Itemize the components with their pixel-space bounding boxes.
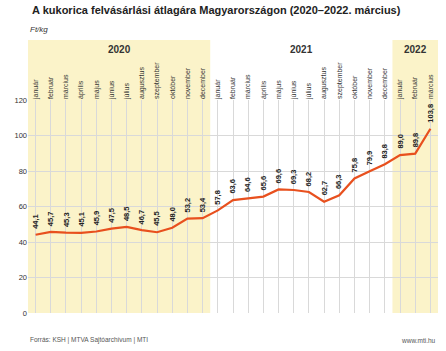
svg-text:január: január xyxy=(32,79,40,100)
svg-text:46,7: 46,7 xyxy=(137,210,146,225)
svg-text:február: február xyxy=(411,76,418,99)
svg-text:május: május xyxy=(275,80,283,99)
svg-text:83,8: 83,8 xyxy=(380,144,389,159)
svg-text:80: 80 xyxy=(19,167,27,176)
svg-text:június: június xyxy=(290,80,298,100)
svg-text:január: január xyxy=(396,79,404,100)
svg-text:62,7: 62,7 xyxy=(320,181,329,196)
svg-text:45,1: 45,1 xyxy=(77,212,86,227)
svg-text:57,8: 57,8 xyxy=(213,190,222,205)
svg-text:2022: 2022 xyxy=(404,44,427,55)
svg-text:2021: 2021 xyxy=(290,44,313,55)
svg-text:45,7: 45,7 xyxy=(46,212,55,227)
svg-text:66,3: 66,3 xyxy=(334,175,343,190)
svg-text:0: 0 xyxy=(23,309,27,318)
svg-text:november: november xyxy=(184,67,191,99)
svg-text:április: április xyxy=(260,80,268,99)
svg-text:szeptember: szeptember xyxy=(153,62,161,99)
svg-text:44,1: 44,1 xyxy=(31,214,40,229)
svg-text:89,0: 89,0 xyxy=(396,134,405,149)
svg-text:május: május xyxy=(93,80,101,99)
svg-text:Ft/kg: Ft/kg xyxy=(30,25,48,34)
svg-text:53,2: 53,2 xyxy=(183,198,192,213)
svg-text:április: április xyxy=(77,80,85,99)
svg-text:február: február xyxy=(47,76,54,99)
svg-text:2020: 2020 xyxy=(108,44,131,55)
svg-text:20: 20 xyxy=(19,273,27,282)
svg-text:december: december xyxy=(199,67,206,99)
svg-text:március: március xyxy=(244,74,251,99)
svg-text:120: 120 xyxy=(14,96,27,105)
svg-text:december: december xyxy=(381,67,388,99)
svg-text:A kukorica felvásárlási átlagá: A kukorica felvásárlási átlagára Magyaro… xyxy=(32,4,401,16)
svg-text:53,4: 53,4 xyxy=(198,197,207,212)
svg-text:július: július xyxy=(123,83,131,100)
svg-text:augusztus: augusztus xyxy=(138,67,146,99)
svg-text:február: február xyxy=(229,76,236,99)
svg-text:103,8: 103,8 xyxy=(426,104,435,123)
svg-text:november: november xyxy=(366,67,373,99)
svg-text:március: március xyxy=(427,74,434,99)
svg-text:69,6: 69,6 xyxy=(274,169,283,184)
svg-text:48,5: 48,5 xyxy=(122,207,131,222)
svg-text:45,9: 45,9 xyxy=(92,211,101,226)
svg-text:47,5: 47,5 xyxy=(107,208,116,223)
svg-text:79,9: 79,9 xyxy=(365,151,374,166)
svg-text:68,2: 68,2 xyxy=(304,172,313,187)
svg-text:március: március xyxy=(62,74,69,99)
svg-text:100: 100 xyxy=(14,131,27,140)
svg-text:szeptember: szeptember xyxy=(336,62,344,99)
svg-text:45,3: 45,3 xyxy=(62,212,71,227)
svg-text:65,6: 65,6 xyxy=(259,176,268,191)
svg-text:40: 40 xyxy=(19,238,27,247)
svg-text:64,6: 64,6 xyxy=(243,177,252,192)
svg-text:www.mti.hu: www.mti.hu xyxy=(401,337,436,344)
svg-text:60: 60 xyxy=(19,202,27,211)
svg-text:október: október xyxy=(351,75,358,99)
svg-text:45,5: 45,5 xyxy=(152,211,161,226)
svg-text:Forrás: KSH | MTVA Sajtóarchív: Forrás: KSH | MTVA Sajtóarchívum | MTI xyxy=(30,336,148,344)
svg-text:89,8: 89,8 xyxy=(411,133,420,148)
svg-text:január: január xyxy=(214,79,222,100)
svg-text:október: október xyxy=(169,75,176,99)
svg-text:69,3: 69,3 xyxy=(289,170,298,185)
svg-text:július: július xyxy=(305,83,313,100)
svg-text:63,6: 63,6 xyxy=(228,179,237,194)
svg-text:75,8: 75,8 xyxy=(350,158,359,173)
svg-text:június: június xyxy=(108,80,116,100)
svg-text:48,0: 48,0 xyxy=(168,207,177,222)
svg-text:augusztus: augusztus xyxy=(320,67,328,99)
